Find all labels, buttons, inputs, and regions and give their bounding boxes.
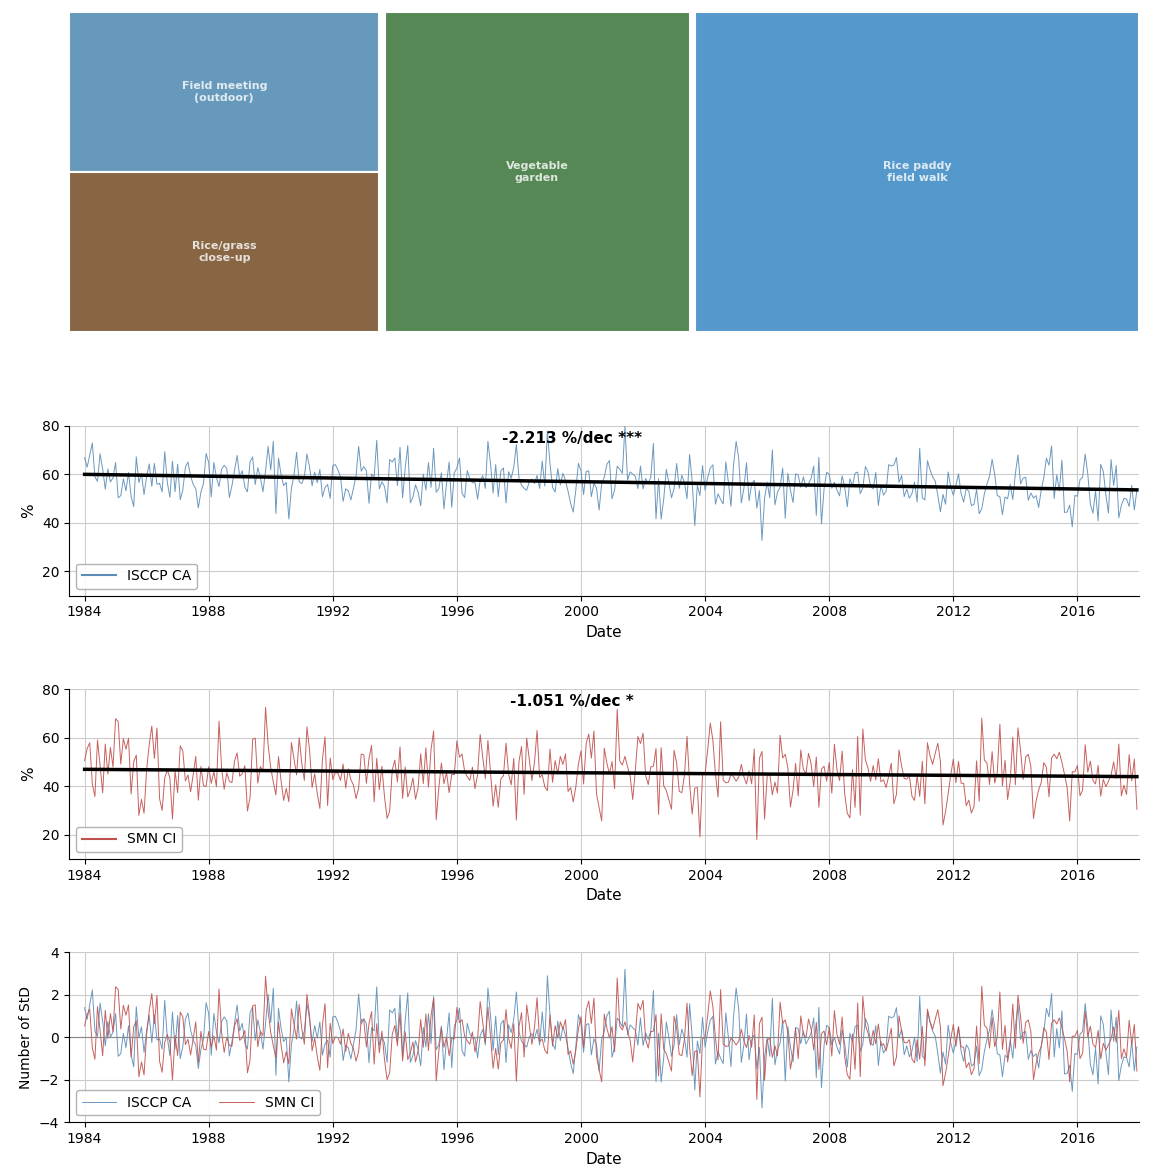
ISCCP CA bbox=[77, 1001, 91, 1015]
Text: -1.051 %/dec *: -1.051 %/dec * bbox=[510, 694, 634, 710]
SMN CI bbox=[822, 1021, 836, 1035]
Legend: ISCCP CA, SMN CI: ISCCP CA, SMN CI bbox=[76, 1091, 320, 1115]
Legend: ISCCP CA: ISCCP CA bbox=[76, 563, 197, 589]
ISCCP CA bbox=[664, 1050, 678, 1064]
Line: ISCCP CA: ISCCP CA bbox=[84, 969, 1137, 1108]
X-axis label: Date: Date bbox=[586, 625, 623, 639]
Text: -2.213 %/dec ***: -2.213 %/dec *** bbox=[502, 431, 642, 445]
FancyBboxPatch shape bbox=[69, 12, 380, 172]
SMN CI bbox=[1130, 1064, 1144, 1078]
Text: Field meeting
(outdoor): Field meeting (outdoor) bbox=[182, 81, 267, 103]
FancyBboxPatch shape bbox=[384, 12, 689, 332]
Y-axis label: %: % bbox=[21, 504, 36, 518]
ISCCP CA bbox=[394, 988, 407, 1002]
SMN CI bbox=[750, 1092, 764, 1106]
ISCCP CA bbox=[1029, 1046, 1043, 1060]
Text: Rice paddy
field walk: Rice paddy field walk bbox=[883, 161, 951, 182]
SMN CI bbox=[432, 1044, 445, 1058]
SMN CI bbox=[77, 1019, 91, 1033]
Y-axis label: %: % bbox=[21, 767, 36, 781]
X-axis label: Date: Date bbox=[586, 1151, 623, 1167]
SMN CI bbox=[259, 969, 273, 983]
SMN CI bbox=[1029, 1057, 1043, 1071]
FancyBboxPatch shape bbox=[69, 172, 380, 332]
Line: SMN CI: SMN CI bbox=[84, 976, 1137, 1099]
X-axis label: Date: Date bbox=[586, 888, 623, 904]
ISCCP CA bbox=[755, 1101, 769, 1115]
ISCCP CA bbox=[1130, 1040, 1144, 1054]
ISCCP CA bbox=[429, 1043, 443, 1057]
Text: Rice/grass
close-up: Rice/grass close-up bbox=[192, 242, 257, 263]
SMN CI bbox=[853, 1070, 867, 1084]
FancyBboxPatch shape bbox=[695, 12, 1139, 332]
Text: Vegetable
garden: Vegetable garden bbox=[505, 161, 569, 182]
SMN CI bbox=[664, 1064, 678, 1078]
SMN CI bbox=[396, 1054, 410, 1068]
Y-axis label: Number of StD: Number of StD bbox=[20, 985, 33, 1088]
ISCCP CA bbox=[618, 962, 632, 976]
Legend: SMN CI: SMN CI bbox=[76, 826, 182, 852]
ISCCP CA bbox=[822, 1021, 836, 1035]
ISCCP CA bbox=[853, 1044, 867, 1058]
